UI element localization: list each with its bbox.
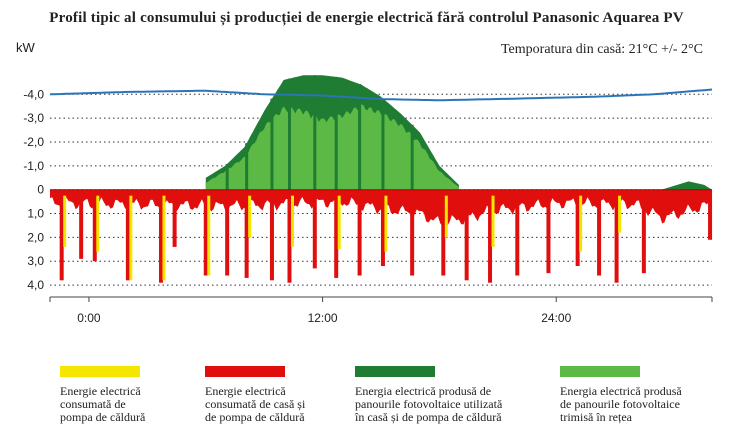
heat-pump-spike: [96, 195, 100, 252]
heat-pump-spike: [384, 195, 388, 252]
y-tick-label: 4,0: [27, 278, 44, 292]
y-tick-label: -1,0: [23, 159, 44, 173]
legend-label: Energia electrică produsă de panourile fo…: [560, 385, 682, 424]
legend-swatch: [60, 366, 140, 377]
consumption-spike: [334, 189, 339, 278]
consumption-spike: [380, 189, 385, 266]
legend-label-line: de pompa de căldură: [205, 410, 305, 424]
legend-label-line: Energie electrică: [60, 384, 141, 398]
pv-used-streak: [410, 124, 414, 190]
legend-label-line: consumată de casă și: [205, 397, 306, 411]
pv-used-area: [661, 181, 712, 190]
legend-item: Energia electrică produsă de panourile fo…: [560, 366, 682, 424]
legend-swatch: [205, 366, 285, 377]
heat-pump-spike: [248, 195, 252, 238]
consumption-spike: [312, 189, 317, 269]
y-tick-label: 1,0: [27, 207, 44, 221]
consumption-spike: [158, 189, 163, 283]
heat-pump-spike: [207, 195, 211, 276]
legend-label-line: Energia electrică produsă de: [355, 384, 492, 398]
legend-swatch: [560, 366, 640, 377]
x-tick-label: 0:00: [77, 311, 101, 325]
legend-swatch: [355, 366, 435, 377]
pv-exported-area: [205, 104, 459, 190]
pv-used-streak: [381, 98, 385, 190]
legend-item: Energie electrică consumată de casă și de …: [205, 366, 305, 424]
y-tick-label: 3,0: [27, 254, 44, 268]
legend-label: Energia electrică produsă de panourile fo…: [355, 385, 502, 424]
legend-label-line: panourile fotovoltaice utilizată: [355, 397, 503, 411]
consumption-spike: [641, 189, 646, 274]
consumption-spike: [575, 189, 580, 266]
heat-pump-spike: [444, 195, 448, 238]
legend-label-line: pompa de căldură: [60, 410, 146, 424]
legend-label: Energie electrică consumată de pompa de că…: [60, 385, 145, 424]
consumption-spike: [488, 189, 493, 283]
consumption-spike: [708, 189, 713, 240]
consumption-spike: [614, 189, 619, 283]
consumption-spike: [597, 189, 602, 276]
heat-pump-spike: [290, 195, 294, 247]
x-tick-label: 24:00: [541, 311, 571, 325]
consumption-spike: [92, 189, 97, 262]
legend-item: Energia electrică produsă de panourile fo…: [355, 366, 502, 424]
pv-used-streak: [287, 78, 291, 190]
legend-label: Energie electrică consumată de casă și de …: [205, 385, 305, 424]
heat-pump-spike: [129, 195, 133, 281]
y-tick-label: -2,0: [23, 135, 44, 149]
consumption-spike: [464, 189, 469, 281]
legend-label-line: Energie electrică: [205, 384, 286, 398]
pv-used-streak: [225, 163, 229, 190]
temperature-annotation: Temporatura din casă: 21°C +/- 2°C: [500, 42, 703, 57]
consumption-spike: [410, 189, 415, 276]
consumption-spike: [357, 189, 362, 276]
heat-pump-spike: [491, 195, 495, 247]
pv-used-streak: [334, 76, 338, 190]
consumption-spike: [244, 189, 249, 278]
y-tick-label: 2,0: [27, 230, 44, 244]
pv-used-streak: [358, 84, 362, 190]
legend-label-line: Energia electrică produsă: [560, 384, 682, 398]
consumption-spike: [59, 189, 64, 281]
x-tick-label: 12:00: [308, 311, 338, 325]
pv-used-streak: [270, 98, 274, 190]
consumption-spike: [441, 189, 446, 276]
heat-pump-spike: [162, 195, 166, 281]
heat-pump-spike: [63, 195, 67, 247]
chart-title: Profil tipic al consumului și producției…: [49, 10, 684, 26]
y-axis-unit: kW: [16, 40, 35, 55]
legend-item: Energie electrică consumată de pompa de că…: [60, 366, 145, 424]
legend-label-line: trimisă în rețea: [560, 410, 632, 424]
y-tick-label: 0: [37, 183, 44, 197]
heat-pump-spike: [618, 195, 622, 233]
y-tick-label: -3,0: [23, 111, 44, 125]
consumption-spike: [172, 189, 177, 247]
consumption-spike: [269, 189, 274, 281]
legend-label-line: consumată de: [60, 397, 126, 411]
pv-used-streak: [245, 143, 249, 190]
consumption-spike: [203, 189, 208, 276]
pv-used-streak: [313, 75, 317, 190]
legend-label-line: de panourile fotovoltaice: [560, 397, 680, 411]
consumption-spike: [225, 189, 230, 276]
heat-pump-spike: [579, 195, 583, 252]
y-tick-label: -4,0: [23, 87, 44, 101]
temperature-line: [49, 88, 713, 102]
consumption-spike: [515, 189, 520, 276]
heat-pump-spike: [337, 195, 341, 250]
consumption-spike: [546, 189, 551, 274]
consumption-spike: [287, 189, 292, 283]
consumption-spike: [125, 189, 130, 281]
consumption-spike: [79, 189, 84, 259]
legend-label-line: în casă și de pompa de căldură: [355, 410, 502, 424]
